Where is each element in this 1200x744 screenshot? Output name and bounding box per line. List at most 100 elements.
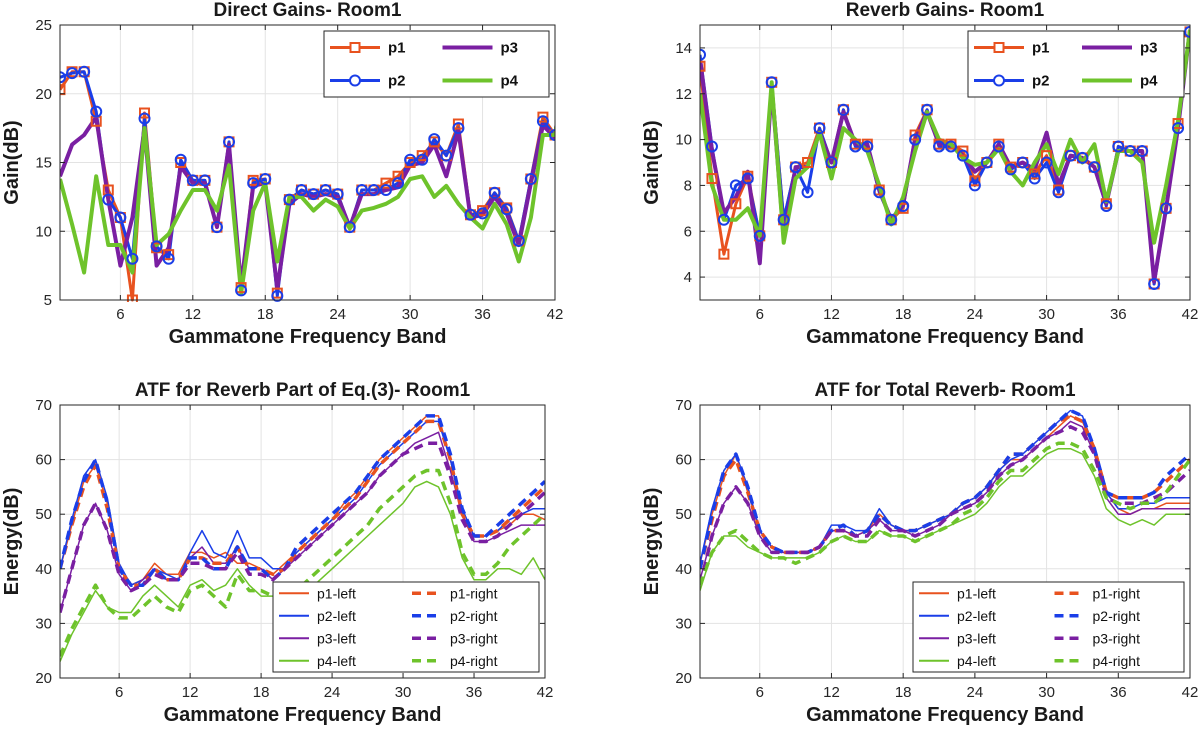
data-point-p1 <box>563 27 572 36</box>
legend-label-p2-left: p2-left <box>317 608 356 624</box>
data-point-p2 <box>512 234 525 247</box>
data-point-p2 <box>944 140 957 153</box>
x-axis-label: Gammatone Frequency Band <box>169 326 447 348</box>
data-point-p2 <box>60 71 66 84</box>
legend-label-p4-left: p4-left <box>317 653 356 669</box>
data-point-p1 <box>1029 168 1041 180</box>
data-point-p2 <box>1028 172 1041 185</box>
series-line-p2-right <box>700 408 1190 570</box>
data-point-p2 <box>355 184 368 196</box>
data-point-p2 <box>223 135 236 148</box>
legend-label-p2-right: p2-right <box>450 608 498 624</box>
data-point-p2 <box>549 129 555 141</box>
y-tick-label: 14 <box>675 40 692 57</box>
chart-title: Direct Gains- Room1 <box>214 0 402 21</box>
data-point-p1 <box>1041 150 1053 162</box>
x-tick-label: 24 <box>324 684 341 701</box>
y-tick-label: 10 <box>675 132 692 149</box>
x-tick-label: 36 <box>1110 684 1127 701</box>
data-point-p2 <box>500 203 513 216</box>
data-point-p2 <box>307 188 320 201</box>
legend-label-p4: p4 <box>1140 73 1158 90</box>
x-tick-label: 18 <box>257 306 274 323</box>
data-point-p2 <box>343 221 356 234</box>
y-axis-label: Energy(dB) <box>1 488 23 596</box>
chart-panel-1: 6 12 18 24 30 36 42 5 10 15 20 25 Direct Gains- Room… <box>1 0 572 348</box>
data-point-p2 <box>210 221 223 234</box>
data-point-p2 <box>1100 200 1113 213</box>
axes-box <box>699 404 1191 679</box>
data-point-p2 <box>825 156 838 169</box>
data-point-p2 <box>1052 186 1065 199</box>
data-point-p2 <box>78 65 91 78</box>
data-point-p1 <box>452 118 464 130</box>
data-point-p1 <box>416 150 428 162</box>
series-line-p3-left <box>60 431 545 613</box>
data-point-p2 <box>186 174 199 187</box>
x-tick-label: 6 <box>116 306 124 323</box>
legend-label-p1: p1 <box>388 40 406 57</box>
legend-label-p3-right: p3-right <box>1093 630 1141 646</box>
data-point-p2 <box>968 179 981 192</box>
y-tick-label: 20 <box>35 670 52 687</box>
data-point-p1 <box>163 249 175 261</box>
data-point-p2 <box>1148 277 1161 290</box>
legend-marker-p1 <box>993 42 1005 53</box>
legend: p1 p2 p3 p4 <box>967 30 1185 98</box>
legend: p1-left p2-left p3-left p4-left p1-right p2-r… <box>272 581 540 673</box>
data-point-p1 <box>537 111 549 123</box>
data-point-p2 <box>992 140 1005 153</box>
data-point-p2 <box>921 103 934 116</box>
series-line-p3-right <box>700 425 1190 586</box>
y-tick-label: 70 <box>35 397 52 414</box>
data-point-p2 <box>464 208 477 221</box>
x-tick-label: 18 <box>895 306 912 323</box>
data-point-p2 <box>885 213 898 226</box>
y-tick-label: 50 <box>675 506 692 523</box>
legend: p1-left p2-left p3-left p4-left p1-right p2-r… <box>912 581 1185 673</box>
y-tick-label: 50 <box>35 506 52 523</box>
x-tick-label: 12 <box>182 684 199 701</box>
data-point-p2 <box>1184 25 1190 38</box>
data-point-p2 <box>849 140 862 153</box>
data-point-p2 <box>700 48 706 61</box>
legend-label-p2-right: p2-right <box>1093 608 1141 624</box>
chart-title: ATF for Total Reverb- Room1 <box>814 380 1076 401</box>
data-point-p2 <box>933 140 946 153</box>
data-point-p1 <box>139 107 151 119</box>
legend-marker-p2 <box>993 74 1005 87</box>
series-group <box>60 27 572 302</box>
legend-label-p3-left: p3-left <box>317 630 356 646</box>
legend-label-p2: p2 <box>1032 73 1050 90</box>
data-point-p2 <box>416 153 429 166</box>
y-tick-label: 60 <box>675 452 692 469</box>
y-tick-label: 30 <box>675 615 692 632</box>
y-tick-label: 70 <box>675 397 692 414</box>
y-tick-label: 5 <box>44 292 52 309</box>
legend-label-p1-right: p1-right <box>1093 585 1141 601</box>
x-tick-label: 30 <box>402 306 419 323</box>
y-tick-label: 8 <box>684 177 692 194</box>
data-point-p2 <box>789 161 802 174</box>
data-point-p2 <box>367 184 380 196</box>
legend-label-p2: p2 <box>388 73 406 90</box>
data-point-p1 <box>1172 118 1184 130</box>
legend-box <box>912 581 1185 673</box>
x-tick-label: 30 <box>395 684 412 701</box>
data-point-p1 <box>60 84 66 96</box>
data-point-p2 <box>873 186 886 199</box>
data-point-p1 <box>802 157 814 168</box>
series-line-p2-right <box>60 414 545 587</box>
y-axis-label: Energy(dB) <box>641 488 663 596</box>
data-point-p2 <box>1136 145 1149 158</box>
data-point-p2 <box>741 172 754 185</box>
data-point-p2 <box>259 173 272 185</box>
x-tick-label: 6 <box>756 306 764 323</box>
chart-title: Reverb Gains- Room1 <box>846 0 1045 21</box>
legend-label-p1-left: p1-left <box>317 585 356 601</box>
y-tick-label: 25 <box>35 17 52 34</box>
legend-label-p1: p1 <box>1032 40 1050 57</box>
data-point-p2 <box>392 177 405 190</box>
data-point-p2 <box>729 179 742 192</box>
x-tick-label: 36 <box>474 306 491 323</box>
